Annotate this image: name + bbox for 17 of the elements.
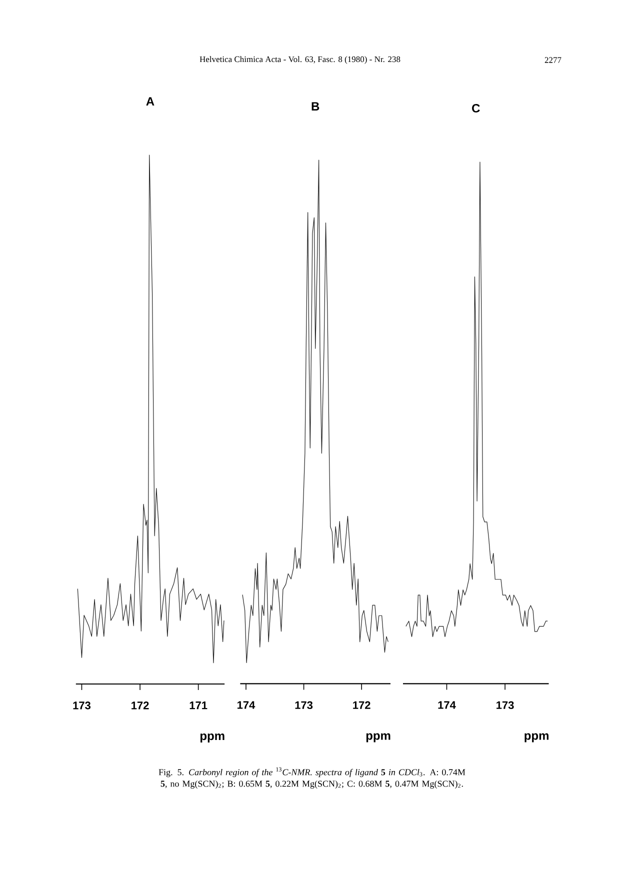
x-tick-label: 174 (438, 701, 456, 709)
x-axis-title: ppm (366, 733, 390, 742)
chart-title: A (146, 97, 154, 106)
x-axis-title: ppm (524, 733, 548, 742)
x-tick-label: 172 (353, 701, 370, 709)
x-tick-label: 173 (73, 702, 91, 710)
chart-title: C (472, 104, 480, 112)
x-tick-label: 172 (132, 702, 149, 710)
text: Helvetica Chimica Acta - Vol. 63, Fasc. 8 (1980) - Nr. 238 (200, 56, 400, 64)
x-tick-label: 173 (295, 701, 313, 710)
x-tick-label: 171 (190, 702, 208, 710)
chart-title: B (312, 102, 320, 110)
x-axis-title: ppm (200, 734, 224, 743)
x-tick-label: 173 (496, 701, 514, 710)
text: Fig. 5. Carbonyl region of the $^{13}$C-NMR. spectra of ligand 5 in CDCl$_{3}$. A: 0.74M 5, no Mg(SCN)$_{2}$; B: 0.65M 5, 0.22M Mg(SCN)$_{2}$; C: 0.68M 5, 0.47M Mg(SCN)$_{2}$. (158, 767, 466, 789)
text: 2277 (544, 57, 562, 63)
x-tick-label: 174 (237, 701, 256, 709)
